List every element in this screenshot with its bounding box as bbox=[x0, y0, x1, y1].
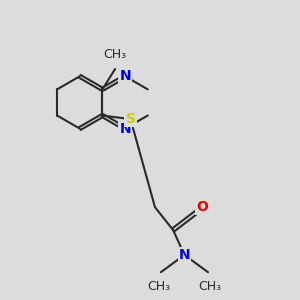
Text: S: S bbox=[125, 112, 136, 126]
Text: N: N bbox=[119, 69, 131, 83]
Text: CH₃: CH₃ bbox=[147, 280, 170, 293]
Text: CH₃: CH₃ bbox=[199, 280, 222, 293]
Text: O: O bbox=[196, 200, 208, 214]
Text: CH₃: CH₃ bbox=[103, 48, 127, 61]
Text: N: N bbox=[119, 122, 131, 136]
Text: N: N bbox=[178, 248, 190, 262]
